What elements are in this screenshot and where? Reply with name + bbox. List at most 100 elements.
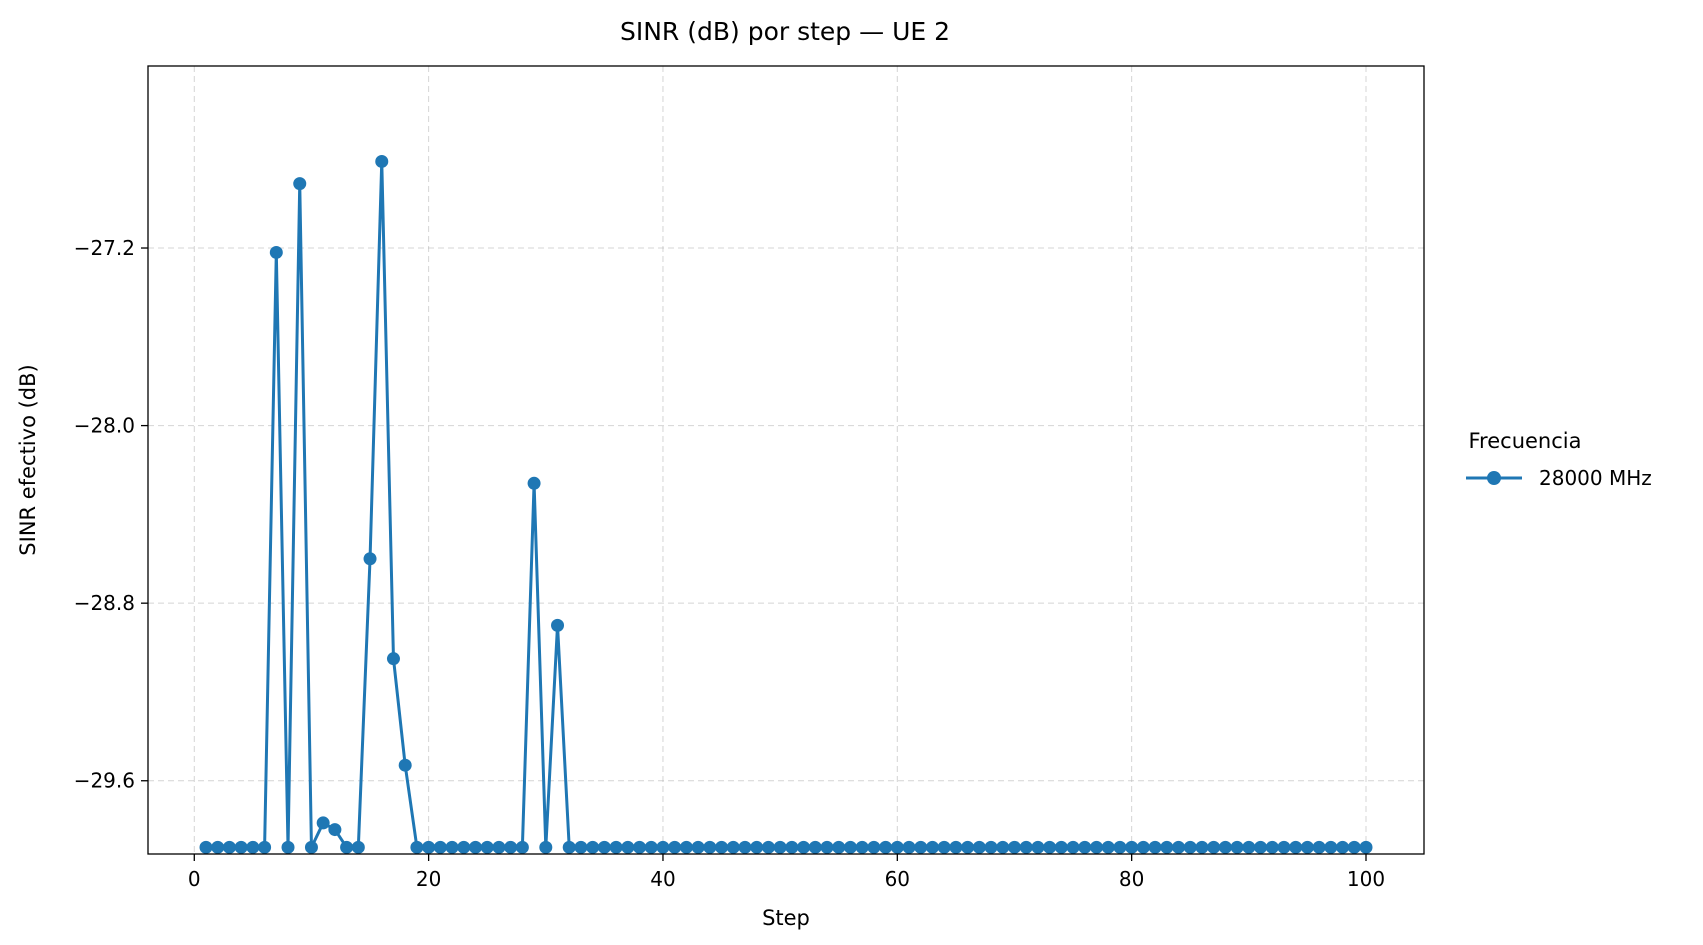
data-point [879, 840, 893, 854]
data-point [1101, 840, 1115, 854]
data-point [527, 476, 541, 490]
data-point [211, 840, 225, 854]
data-point [1347, 840, 1361, 854]
data-point [1054, 840, 1068, 854]
data-point [398, 758, 412, 772]
data-point [855, 840, 869, 854]
x-tick-label: 80 [1119, 867, 1144, 891]
data-point [1242, 840, 1256, 854]
legend-entry-label: 28000 MHz [1539, 466, 1652, 490]
data-point [1172, 840, 1186, 854]
data-point [281, 840, 295, 854]
data-point [1078, 840, 1092, 854]
data-point [410, 840, 424, 854]
data-point [574, 840, 588, 854]
data-point [433, 840, 447, 854]
data-point [386, 652, 400, 666]
data-point [1031, 840, 1045, 854]
y-axis-label: SINR efectivo (dB) [16, 364, 40, 555]
data-point [1113, 840, 1127, 854]
data-point [351, 840, 365, 854]
data-point [199, 840, 213, 854]
data-point [375, 154, 389, 168]
data-point [445, 840, 459, 854]
data-point [726, 840, 740, 854]
x-tick-label: 40 [650, 867, 675, 891]
data-point [457, 840, 471, 854]
series-layer [199, 154, 1373, 854]
data-point [1066, 840, 1080, 854]
data-point [586, 840, 600, 854]
data-point [1195, 840, 1209, 854]
data-point [843, 840, 857, 854]
series-line [206, 159, 1366, 849]
data-point [925, 840, 939, 854]
data-point [750, 840, 764, 854]
data-point [1254, 840, 1268, 854]
legend-title: Frecuencia [1469, 429, 1582, 453]
data-point [422, 840, 436, 854]
data-point [644, 840, 658, 854]
data-point [972, 840, 986, 854]
data-point [234, 840, 248, 854]
x-tick-label: 100 [1347, 867, 1385, 891]
data-point [902, 840, 916, 854]
data-point [656, 840, 670, 854]
data-point [1019, 840, 1033, 854]
plot-area-frame [147, 65, 1425, 855]
data-point [551, 618, 565, 632]
data-point [761, 840, 775, 854]
data-point [340, 840, 354, 854]
data-point [621, 840, 635, 854]
data-point [808, 840, 822, 854]
y-tick-label: −28.0 [74, 414, 135, 438]
data-point [961, 840, 975, 854]
x-axis-label: Step [762, 906, 810, 930]
data-point [679, 840, 693, 854]
x-tick-label: 0 [188, 867, 201, 891]
data-point [480, 840, 494, 854]
chart-title: SINR (dB) por step — UE 2 [620, 17, 950, 46]
data-point [1090, 840, 1104, 854]
data-point [1324, 840, 1338, 854]
data-point [246, 840, 260, 854]
x-tick-label: 20 [416, 867, 441, 891]
data-point [316, 816, 330, 830]
data-point [1230, 840, 1244, 854]
y-tick-label: −29.6 [74, 769, 135, 793]
data-point [597, 840, 611, 854]
data-point [633, 840, 647, 854]
data-point [328, 823, 342, 837]
data-point [363, 552, 377, 566]
data-point [1359, 840, 1373, 854]
data-point [1160, 840, 1174, 854]
grid [148, 66, 1424, 854]
data-point [937, 840, 951, 854]
data-point [832, 840, 846, 854]
data-point [703, 840, 717, 854]
data-point [996, 840, 1010, 854]
data-point [1277, 840, 1291, 854]
data-point [1043, 840, 1057, 854]
data-point [1125, 840, 1139, 854]
data-point [1148, 840, 1162, 854]
y-tick-label: −27.2 [74, 236, 135, 260]
data-point [984, 840, 998, 854]
data-point [1218, 840, 1232, 854]
data-point [468, 840, 482, 854]
axis-ticks: 0 20 40 60 80 100 −27.2 −28.0 −28.8 −29.6 [74, 236, 1385, 891]
data-point [914, 840, 928, 854]
data-point [1312, 840, 1326, 854]
data-point [1265, 840, 1279, 854]
data-point [1007, 840, 1021, 854]
data-point [668, 840, 682, 854]
data-point [1136, 840, 1150, 854]
data-point [504, 840, 518, 854]
data-point [609, 840, 623, 854]
data-point [293, 177, 307, 191]
data-point [890, 840, 904, 854]
data-point [797, 840, 811, 854]
data-point [539, 840, 553, 854]
data-point [258, 840, 272, 854]
